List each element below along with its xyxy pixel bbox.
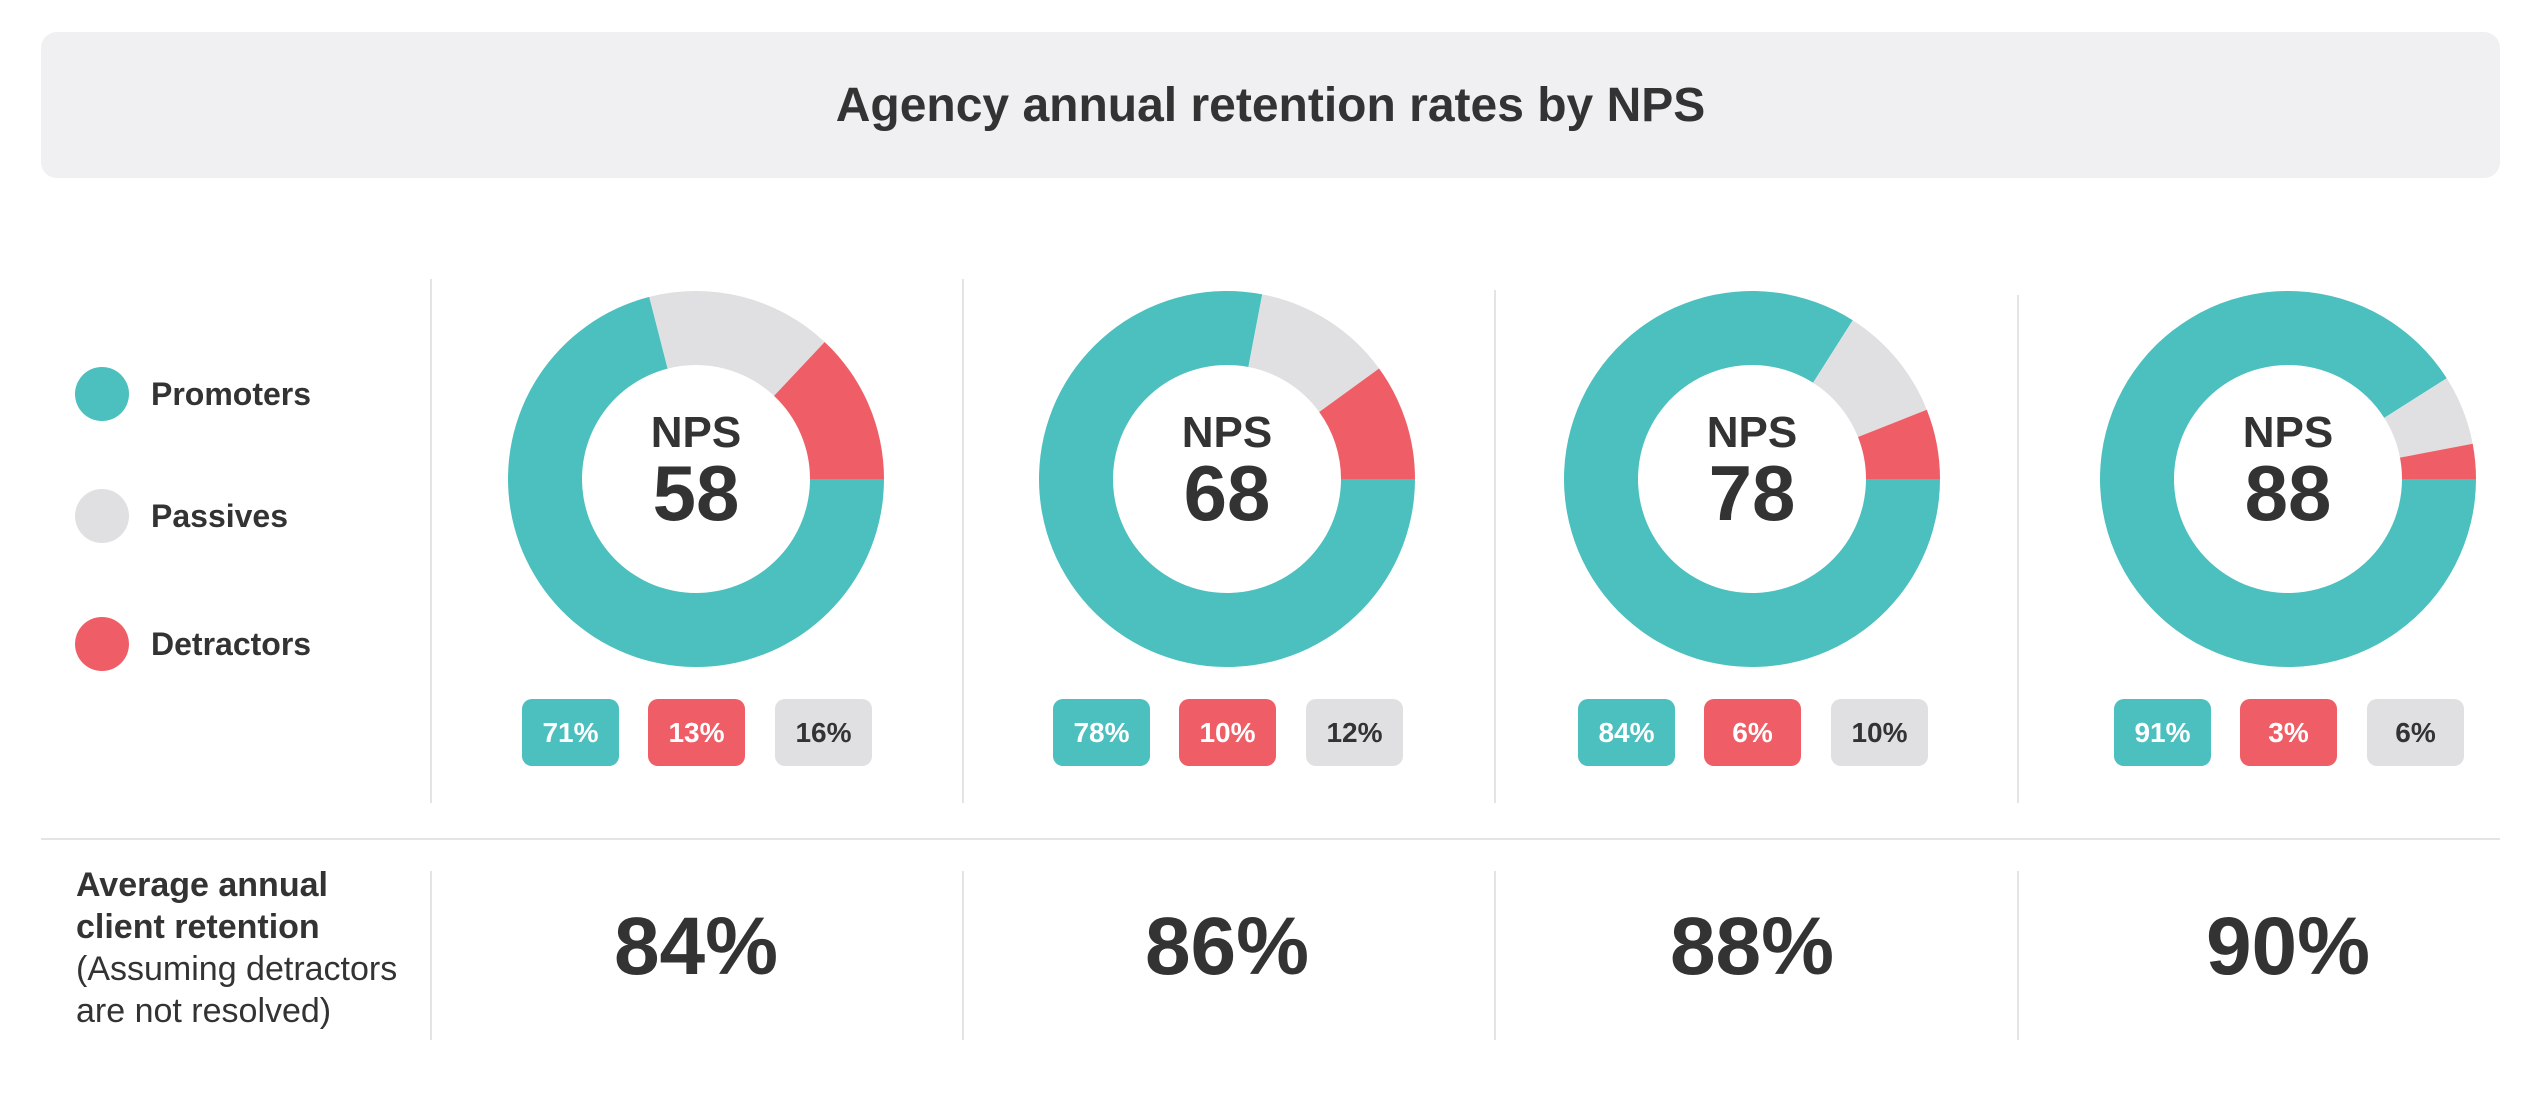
divider (1494, 290, 1496, 803)
promoters-slice (2100, 291, 2476, 667)
passives-slice (1813, 320, 1927, 438)
passives-slice (649, 291, 825, 396)
nps-label: NPS (2242, 408, 2334, 457)
passives-slice (1248, 294, 1380, 412)
divider (2017, 871, 2019, 1040)
legend-label: Promoters (151, 375, 312, 412)
divider (2017, 295, 2019, 803)
divider (962, 871, 964, 1040)
detractors-percent-badge: 3% (2240, 699, 2337, 766)
promoters-percent-badge: 84% (1578, 699, 1675, 766)
donut-chart-nps-78 (1564, 291, 1940, 667)
retention-value: 88% (1669, 901, 1835, 992)
passives-swatch-icon (75, 489, 129, 543)
title-banner: Agency annual retention rates by NPS (41, 32, 2500, 178)
detractors-slice (2399, 443, 2476, 479)
donut-chart-nps-68 (1039, 291, 1415, 667)
nps-value: 78 (1708, 449, 1796, 537)
passives-percent-badge: 10% (1831, 699, 1928, 766)
divider (1494, 871, 1496, 1040)
nps-label: NPS (1706, 408, 1798, 457)
legend-detractors: Detractors (75, 616, 311, 672)
detractors-slice (1857, 409, 1940, 479)
detractors-percent-badge: 6% (1704, 699, 1801, 766)
retention-value: 86% (1144, 901, 1310, 992)
detractors-slice (774, 341, 884, 479)
retention-value: 90% (2205, 901, 2371, 992)
passives-slice (2384, 378, 2473, 458)
detractors-swatch-icon (75, 617, 129, 671)
detractors-percent-badge: 13% (648, 699, 745, 766)
retention-label-line: Average annual (76, 866, 328, 904)
legend-promoters: Promoters (75, 366, 311, 422)
promoters-percent-badge: 91% (2114, 699, 2211, 766)
donut-chart-nps-88 (2100, 291, 2476, 667)
promoters-slice (1564, 291, 1940, 667)
promoters-swatch-icon (75, 367, 129, 421)
retention-label-line: client retention (76, 908, 320, 946)
legend-passives: Passives (75, 488, 288, 544)
donut-chart-nps-58 (508, 291, 884, 667)
nps-label: NPS (650, 408, 742, 457)
promoters-slice (508, 296, 884, 667)
divider (962, 279, 964, 803)
row-divider (41, 838, 2500, 840)
nps-value: 58 (652, 449, 740, 537)
retention-note-line: (Assuming detractors (76, 950, 398, 988)
legend-label: Detractors (151, 625, 312, 662)
detractors-slice (1319, 368, 1415, 479)
passives-percent-badge: 16% (775, 699, 872, 766)
chart-title: Agency annual retention rates by NPS (835, 78, 1706, 132)
promoters-slice (1039, 291, 1415, 667)
detractors-percent-badge: 10% (1179, 699, 1276, 766)
passives-percent-badge: 6% (2367, 699, 2464, 766)
retention-row-label: Average annual client retention (Assumin… (76, 864, 397, 1032)
promoters-percent-badge: 71% (522, 699, 619, 766)
divider (430, 871, 432, 1040)
nps-label: NPS (1181, 408, 1273, 457)
nps-value: 68 (1183, 449, 1271, 537)
retention-note-line: are not resolved) (76, 992, 332, 1030)
nps-value: 88 (2244, 449, 2332, 537)
legend-label: Passives (151, 497, 289, 534)
retention-value: 84% (613, 901, 779, 992)
promoters-percent-badge: 78% (1053, 699, 1150, 766)
passives-percent-badge: 12% (1306, 699, 1403, 766)
divider (430, 279, 432, 803)
